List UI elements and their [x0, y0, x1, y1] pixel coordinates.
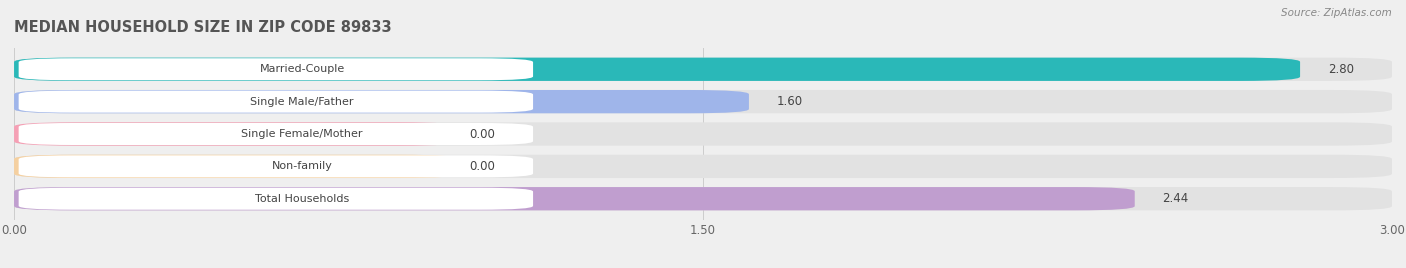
Text: 2.44: 2.44 [1163, 192, 1188, 205]
Text: Non-family: Non-family [271, 161, 332, 171]
FancyBboxPatch shape [14, 58, 1392, 81]
Text: 0.00: 0.00 [470, 128, 495, 140]
FancyBboxPatch shape [14, 122, 1392, 146]
Text: Total Households: Total Households [254, 194, 349, 204]
FancyBboxPatch shape [14, 187, 1135, 210]
Text: 1.60: 1.60 [776, 95, 803, 108]
Text: 2.80: 2.80 [1327, 63, 1354, 76]
Text: Single Female/Mother: Single Female/Mother [242, 129, 363, 139]
FancyBboxPatch shape [18, 155, 533, 177]
FancyBboxPatch shape [14, 90, 1392, 113]
FancyBboxPatch shape [18, 91, 533, 113]
FancyBboxPatch shape [18, 123, 533, 145]
FancyBboxPatch shape [14, 122, 460, 146]
FancyBboxPatch shape [18, 188, 533, 210]
Text: 0.00: 0.00 [470, 160, 495, 173]
Text: Married-Couple: Married-Couple [260, 64, 344, 74]
Text: MEDIAN HOUSEHOLD SIZE IN ZIP CODE 89833: MEDIAN HOUSEHOLD SIZE IN ZIP CODE 89833 [14, 20, 392, 35]
Text: Source: ZipAtlas.com: Source: ZipAtlas.com [1281, 8, 1392, 18]
Text: Single Male/Father: Single Male/Father [250, 97, 354, 107]
FancyBboxPatch shape [14, 58, 1301, 81]
FancyBboxPatch shape [14, 90, 749, 113]
FancyBboxPatch shape [14, 187, 1392, 210]
FancyBboxPatch shape [14, 155, 1392, 178]
FancyBboxPatch shape [18, 58, 533, 80]
FancyBboxPatch shape [14, 155, 460, 178]
